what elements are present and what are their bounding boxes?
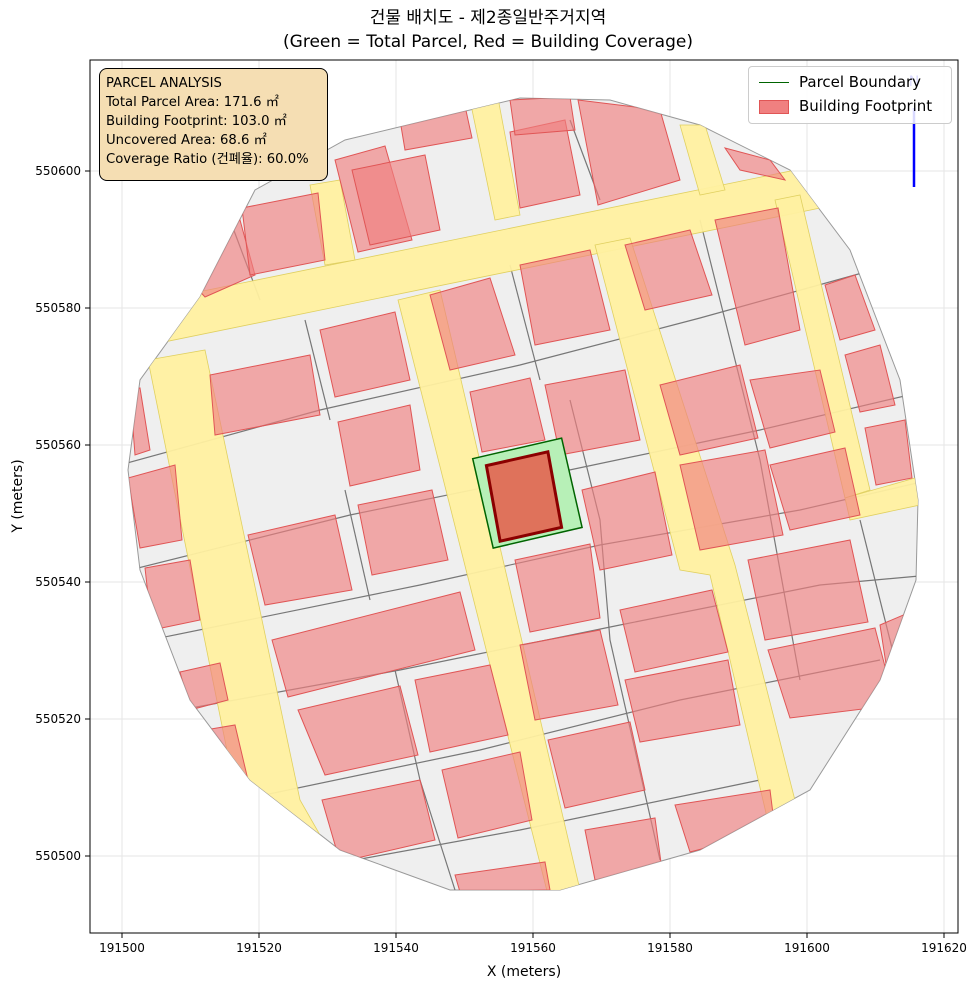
legend-label-building: Building Footprint <box>799 97 933 115</box>
building <box>547 721 646 809</box>
info-uncovered: Uncovered Area: 68.6 ㎡ <box>106 133 267 148</box>
x-tick-label: 191540 <box>373 941 419 955</box>
x-tick-label: 191620 <box>921 941 967 955</box>
building <box>519 629 619 721</box>
building <box>357 489 449 576</box>
info-heading: PARCEL ANALYSIS <box>106 76 222 91</box>
building <box>544 369 641 456</box>
y-tick-label: 550580 <box>35 301 81 315</box>
info-total-parcel: Total Parcel Area: 171.6 ㎡ <box>106 95 279 110</box>
road-top-right-short <box>679 124 726 196</box>
building <box>297 685 419 776</box>
building <box>509 98 576 136</box>
building <box>624 229 713 311</box>
lot-line <box>344 489 371 601</box>
building <box>624 659 741 743</box>
legend-item-building: Building Footprint <box>759 95 932 117</box>
building <box>714 207 801 346</box>
y-tick-label: 550560 <box>35 438 81 452</box>
parcel-analysis-box: PARCEL ANALYSIS Total Parcel Area: 171.6… <box>99 68 328 181</box>
x-tick-label: 191520 <box>236 941 282 955</box>
building <box>619 589 729 673</box>
building <box>247 514 353 606</box>
info-building-footprint: Building Footprint: 103.0 ㎡ <box>106 114 287 129</box>
building <box>337 404 421 487</box>
building <box>128 464 183 549</box>
building <box>144 559 201 631</box>
x-tick-label: 191600 <box>784 941 830 955</box>
building <box>864 419 913 486</box>
building <box>581 471 673 571</box>
x-tick-label: 191500 <box>99 941 145 955</box>
legend-label-parcel: Parcel Boundary <box>799 73 922 91</box>
info-coverage-ratio: Coverage Ratio (건폐율): 60.0% <box>106 152 309 167</box>
building <box>679 449 784 551</box>
building <box>469 377 546 453</box>
y-tick-label: 550520 <box>35 712 81 726</box>
building <box>319 311 411 398</box>
building <box>659 364 759 456</box>
building <box>429 277 516 371</box>
building <box>769 447 861 531</box>
legend-line-swatch <box>759 82 789 83</box>
y-ticks <box>85 170 90 857</box>
building <box>844 344 896 413</box>
building <box>749 369 836 449</box>
title-line-1: 건물 배치도 - 제2종일반주거지역 <box>369 8 607 28</box>
building <box>577 99 681 206</box>
legend-patch-swatch <box>759 99 789 114</box>
lot-line <box>304 319 331 421</box>
building <box>241 192 326 276</box>
y-tick-label: 550500 <box>35 849 81 863</box>
building <box>271 591 476 698</box>
x-tick-labels: 191500 191520 191540 191560 191580 19160… <box>99 941 967 955</box>
building <box>514 543 601 633</box>
lot-line <box>299 779 761 871</box>
y-tick-label: 550540 <box>35 575 81 589</box>
lot-line <box>509 264 541 381</box>
chart-title: 건물 배치도 - 제2종일반주거지역 (Green = Total Parcel… <box>0 6 976 54</box>
building <box>209 354 321 436</box>
x-axis-label: X (meters) <box>487 964 561 980</box>
legend: Parcel Boundary Building Footprint <box>748 66 952 124</box>
axes-frame <box>89 59 959 934</box>
x-tick-label: 191580 <box>647 941 693 955</box>
building <box>824 274 876 341</box>
building <box>747 539 869 641</box>
y-tick-label: 550600 <box>35 164 81 178</box>
title-line-2: (Green = Total Parcel, Red = Building Co… <box>283 32 693 52</box>
building <box>519 249 611 346</box>
building <box>454 861 551 890</box>
building <box>351 154 441 246</box>
legend-item-parcel: Parcel Boundary <box>759 71 921 93</box>
building <box>321 779 436 863</box>
building <box>414 664 509 753</box>
buildings <box>128 98 916 890</box>
y-tick-labels: 550500 550520 550540 550560 550580 55060… <box>35 164 81 863</box>
building <box>723 147 787 181</box>
x-tick-label: 191560 <box>510 941 556 955</box>
y-axis-label: Y (meters) <box>10 459 26 533</box>
building <box>441 751 533 839</box>
subject-building[interactable] <box>484 449 564 544</box>
x-ticks <box>121 933 945 938</box>
